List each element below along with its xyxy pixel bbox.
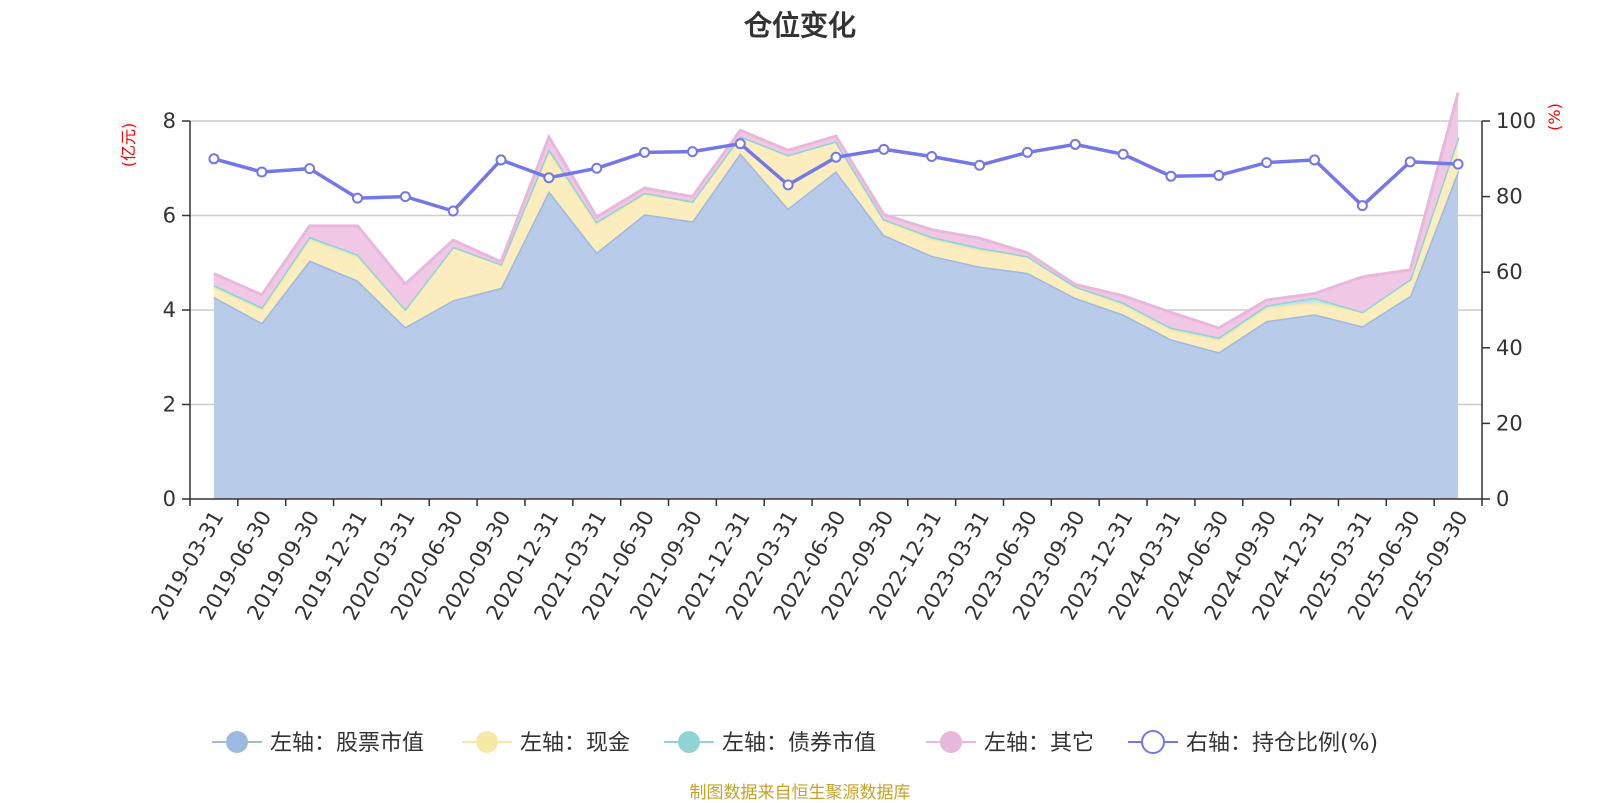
ratio-point[interactable] bbox=[351, 192, 363, 204]
legend-label: 左轴：其它 bbox=[984, 731, 1094, 756]
ratio-point[interactable] bbox=[543, 172, 555, 184]
legend-marker bbox=[476, 731, 498, 753]
legend-item[interactable]: 左轴：债券市值 bbox=[664, 731, 876, 756]
ratio-point[interactable] bbox=[495, 154, 507, 166]
legend: 左轴：股票市值 左轴：现金 左轴：债券市值 左轴：其它 右轴：持仓比例(%) bbox=[212, 730, 1378, 756]
stacked-areas bbox=[213, 92, 1460, 499]
ratio-point[interactable] bbox=[208, 153, 220, 165]
source-note: 制图数据来自恒生聚源数据库 bbox=[689, 783, 911, 803]
left-tick-label: 0 bbox=[163, 487, 176, 511]
area-左轴：股票市值 bbox=[213, 153, 1459, 499]
ratio-point[interactable] bbox=[830, 151, 842, 163]
area-edge-左轴：其它 bbox=[213, 92, 1460, 330]
ratio-point[interactable] bbox=[304, 163, 316, 175]
ratio-point[interactable] bbox=[1213, 169, 1225, 181]
left-tick-label: 8 bbox=[163, 109, 176, 133]
ratio-point[interactable] bbox=[782, 179, 794, 191]
ratio-point[interactable] bbox=[1356, 200, 1368, 212]
ratio-point[interactable] bbox=[639, 146, 651, 158]
ratio-point[interactable] bbox=[1309, 154, 1321, 166]
legend-marker bbox=[1141, 730, 1165, 754]
legend-label: 左轴：现金 bbox=[520, 731, 630, 756]
ratio-point[interactable] bbox=[591, 162, 603, 174]
ratio-point[interactable] bbox=[734, 138, 746, 150]
right-tick-label: 40 bbox=[1496, 336, 1523, 360]
left-axis-name: (亿元) bbox=[119, 123, 138, 168]
ratio-point[interactable] bbox=[1021, 146, 1033, 158]
ratio-point[interactable] bbox=[1117, 148, 1129, 160]
ratio-point[interactable] bbox=[1069, 138, 1081, 150]
right-tick-label: 0 bbox=[1496, 487, 1509, 511]
legend-item[interactable]: 左轴：现金 bbox=[462, 731, 630, 756]
right-tick-label: 100 bbox=[1496, 109, 1536, 133]
legend-item[interactable]: 左轴：其它 bbox=[926, 731, 1094, 756]
ratio-point[interactable] bbox=[1452, 158, 1464, 170]
right-tick-label: 20 bbox=[1496, 411, 1523, 435]
chart-title: 仓位变化 bbox=[743, 9, 856, 42]
left-tick-label: 6 bbox=[163, 204, 176, 228]
legend-marker bbox=[940, 731, 962, 753]
right-tick-label: 80 bbox=[1496, 185, 1523, 209]
ratio-point[interactable] bbox=[686, 146, 698, 158]
left-tick-label: 4 bbox=[163, 298, 176, 322]
legend-item[interactable]: 左轴：股票市值 bbox=[212, 731, 424, 756]
holding-ratio-line bbox=[208, 138, 1464, 217]
ratio-point[interactable] bbox=[447, 205, 459, 217]
ratio-point[interactable] bbox=[399, 191, 411, 203]
legend-item[interactable]: 右轴：持仓比例(%) bbox=[1128, 730, 1378, 756]
ratio-point[interactable] bbox=[1165, 170, 1177, 182]
ratio-point[interactable] bbox=[974, 159, 986, 171]
legend-marker bbox=[226, 731, 248, 753]
ratio-point[interactable] bbox=[256, 166, 268, 178]
left-tick-label: 2 bbox=[163, 393, 176, 417]
ratio-point[interactable] bbox=[1404, 156, 1416, 168]
right-tick-label: 60 bbox=[1496, 260, 1523, 284]
ratio-point[interactable] bbox=[878, 143, 890, 155]
legend-label: 左轴：股票市值 bbox=[270, 731, 424, 756]
legend-label: 右轴：持仓比例(%) bbox=[1186, 731, 1378, 756]
legend-label: 左轴：债券市值 bbox=[722, 731, 876, 756]
ratio-point[interactable] bbox=[926, 151, 938, 163]
right-axis-name: (%) bbox=[1545, 103, 1564, 131]
legend-marker bbox=[678, 731, 700, 753]
ratio-point[interactable] bbox=[1261, 157, 1273, 169]
